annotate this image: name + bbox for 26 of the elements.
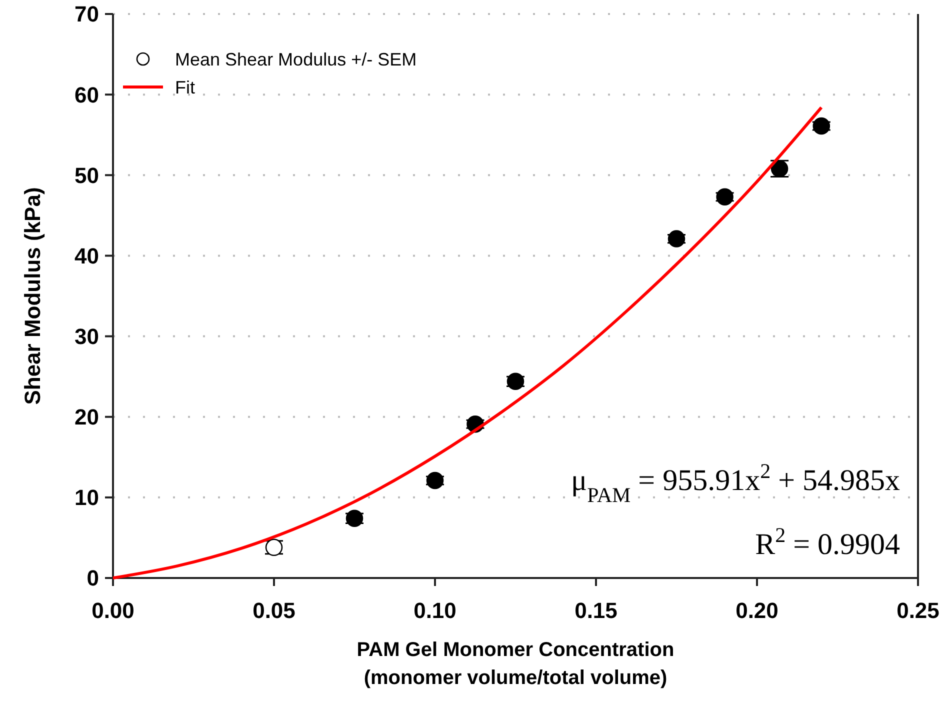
y-axis-title: Shear Modulus (kPa) — [20, 187, 45, 405]
y-tick-label: 60 — [74, 82, 99, 108]
x-tick-label: 0.15 — [574, 598, 618, 623]
x-tick-label: 0.00 — [92, 598, 134, 623]
point — [716, 188, 734, 206]
y-tick-label: 20 — [74, 404, 99, 430]
point — [812, 117, 830, 135]
legend-label: Fit — [175, 77, 195, 98]
y-tick-label: 50 — [74, 162, 99, 188]
y-tick-label: 0 — [86, 566, 99, 591]
x-axis-title: PAM Gel Monomer Concentration (monomer volume/total volume) — [356, 639, 674, 689]
annotation: μ$_{PAM}$ = 955.91x$^{2}$ + 54.985x — [570, 459, 900, 507]
legend-label: Mean Shear Modulus +/- SEM — [175, 49, 417, 70]
x-tick-label: 0.10 — [414, 598, 456, 623]
x-tick-label: 0.20 — [736, 598, 778, 623]
x-tick-label: 0.05 — [252, 598, 296, 623]
x-tick-label: 0.25 — [896, 598, 940, 623]
point — [346, 510, 364, 527]
annotation: R$^{2}$ = 0.9904 — [755, 523, 900, 561]
y-tick-label: 40 — [74, 243, 99, 268]
point — [506, 372, 524, 390]
y-tick-label: 70 — [74, 2, 99, 27]
y-tick-label: 30 — [74, 324, 99, 349]
y-tick-label: 10 — [74, 485, 99, 510]
point — [426, 472, 444, 490]
point — [668, 230, 686, 248]
